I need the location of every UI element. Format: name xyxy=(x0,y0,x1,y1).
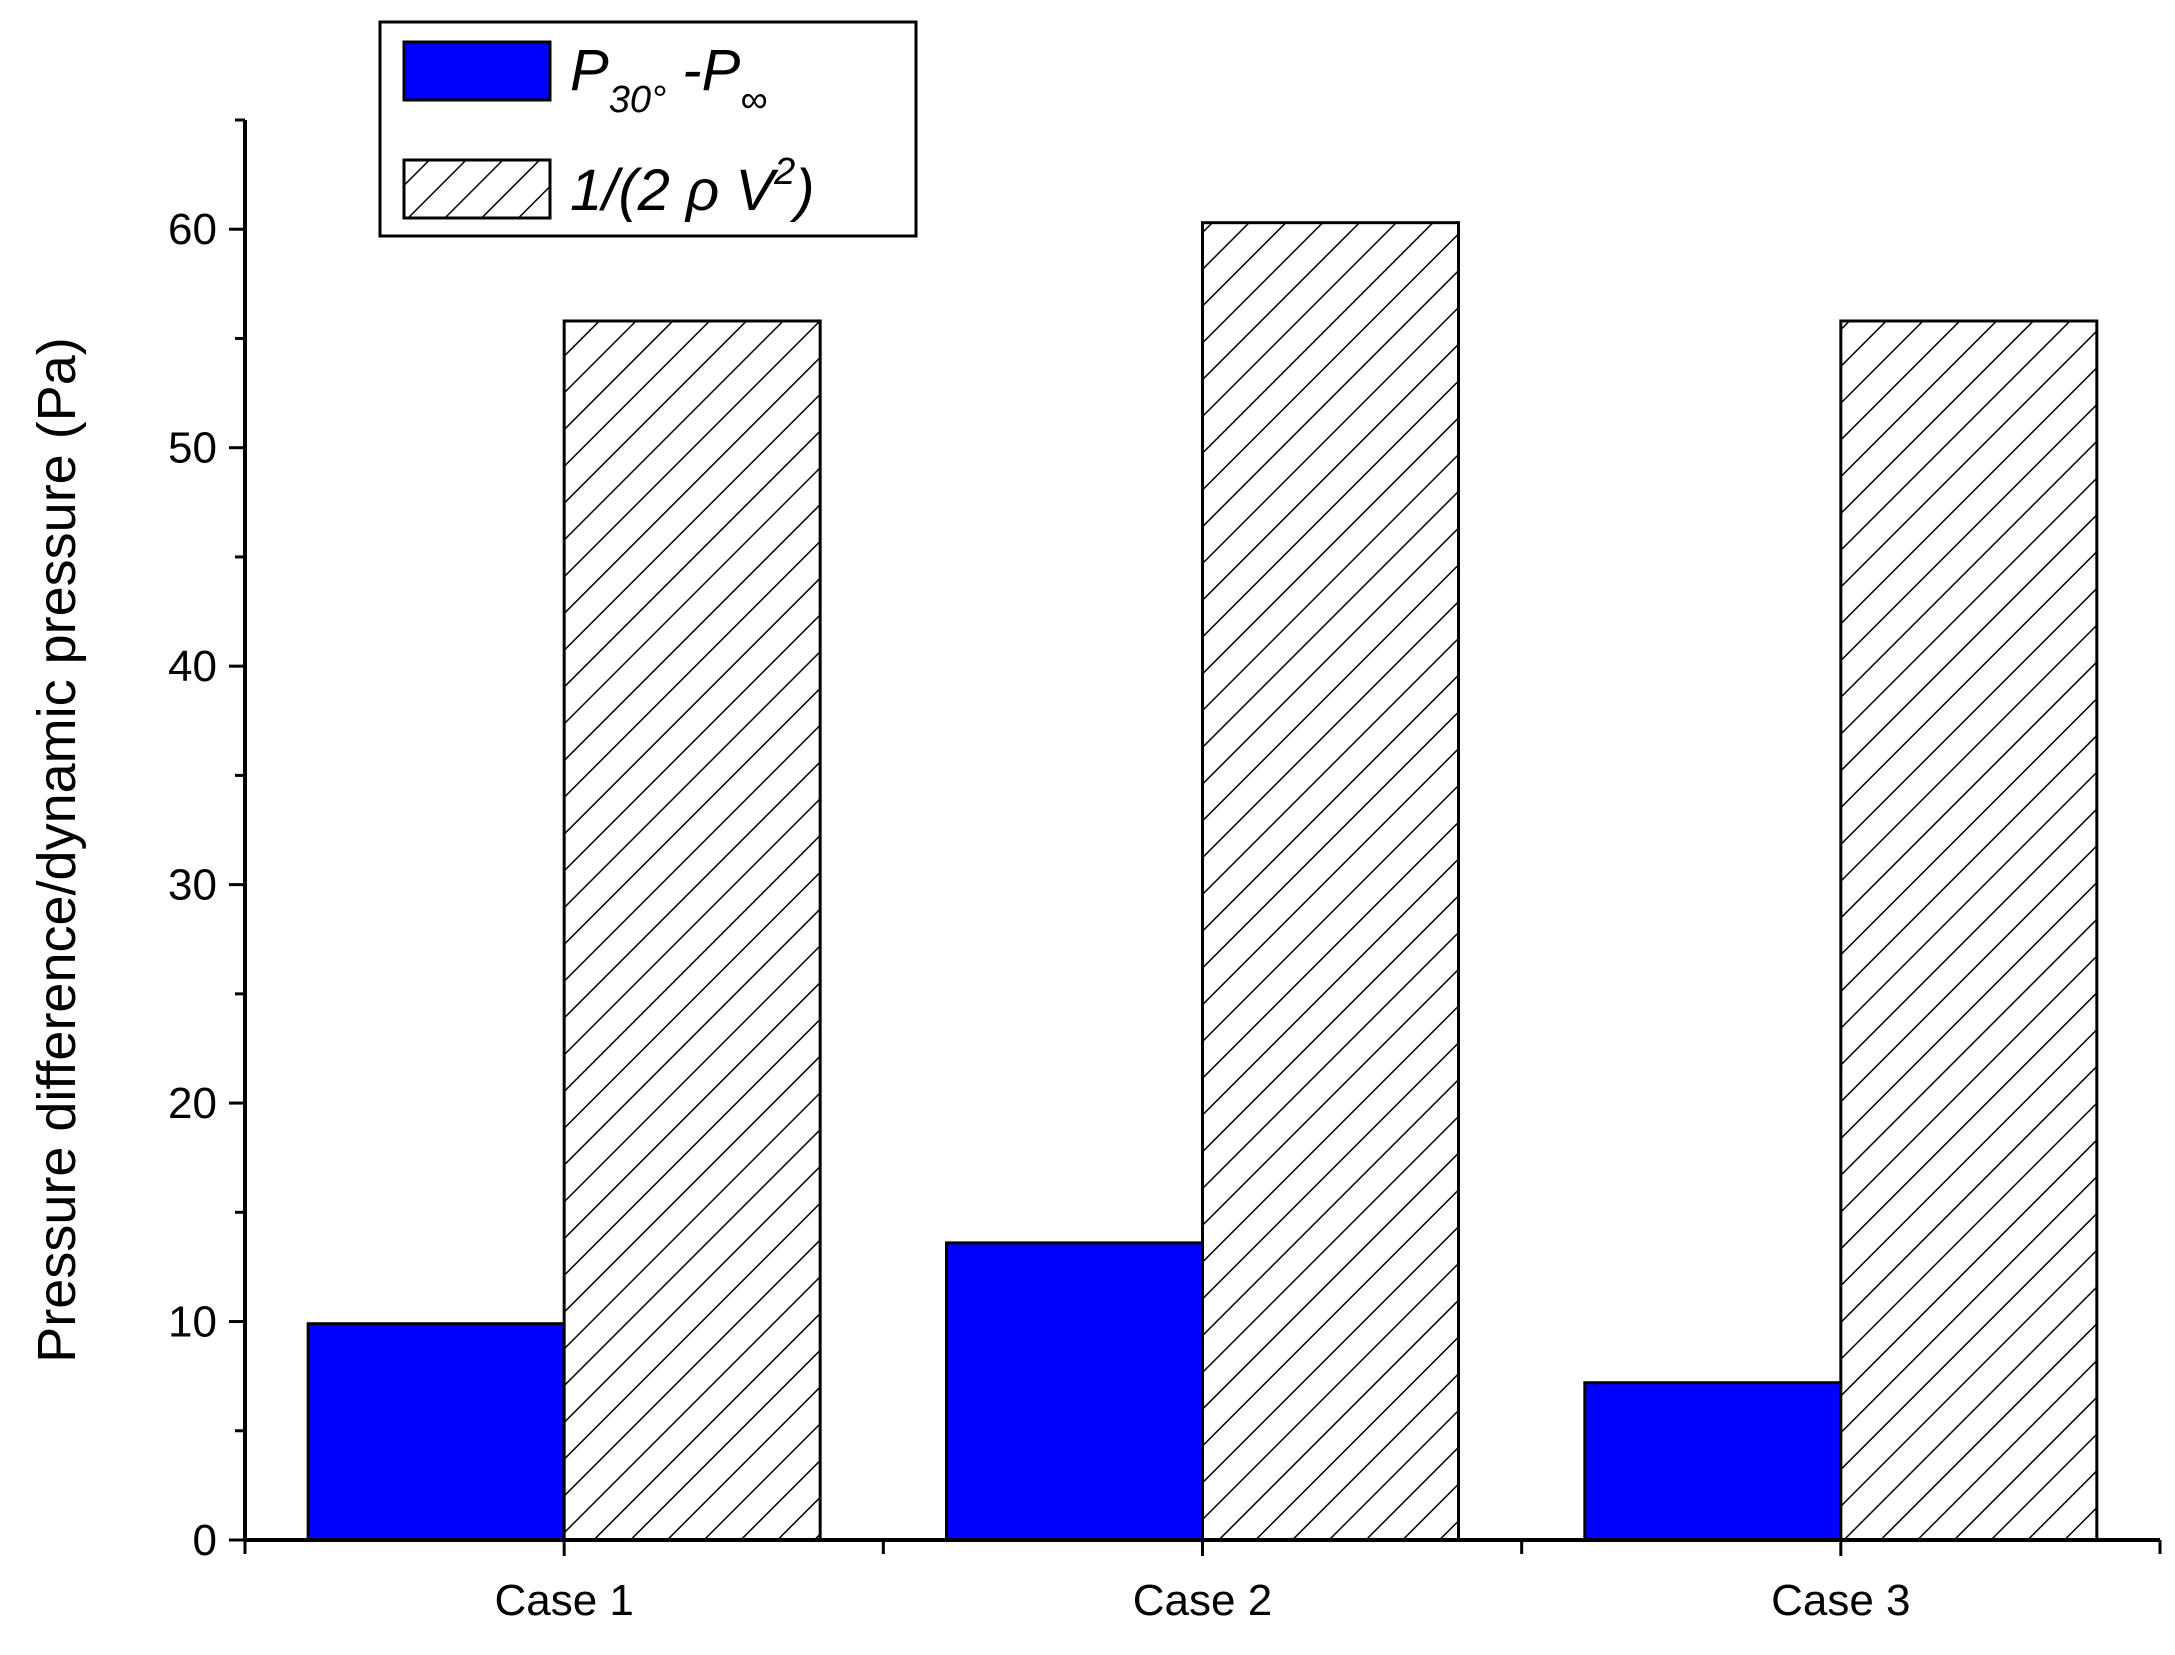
bar-series-1-case-2 xyxy=(945,1241,1204,1542)
y-tick-label: 0 xyxy=(193,1516,217,1565)
bars-layer xyxy=(306,221,2099,1542)
y-tick-label: 60 xyxy=(168,205,217,254)
y-tick-label: 40 xyxy=(168,642,217,691)
bar-series-1-case-3 xyxy=(1583,1381,1843,1542)
y-tick-label: 50 xyxy=(168,424,217,473)
x-tick-label: Case 2 xyxy=(1133,1576,1272,1625)
legend-swatch-series-1 xyxy=(402,40,552,102)
y-tick-label: 20 xyxy=(168,1079,217,1128)
legend-label-series-1: P30° -P∞ xyxy=(570,38,767,121)
y-tick-label: 10 xyxy=(168,1298,217,1347)
x-ticks: Case 1 Case 2 Case 3 xyxy=(243,1540,2162,1625)
bar-series-2-case-3 xyxy=(1839,319,2099,1542)
bar-series-2-case-2 xyxy=(1201,221,1460,1542)
y-ticks: 0 10 20 30 40 50 60 xyxy=(168,118,245,1565)
y-tick-label: 30 xyxy=(168,861,217,910)
x-tick-label: Case 3 xyxy=(1771,1576,1910,1625)
bar-series-2-case-1 xyxy=(562,319,822,1542)
legend: P30° -P∞ 1/(2 ρ V2) xyxy=(378,20,918,238)
x-tick-label: Case 1 xyxy=(494,1576,633,1625)
legend-swatch-series-2 xyxy=(402,158,552,220)
y-axis-label: Pressure difference/dynamic pressure (Pa… xyxy=(27,337,87,1362)
bar-series-1-case-1 xyxy=(306,1322,566,1542)
